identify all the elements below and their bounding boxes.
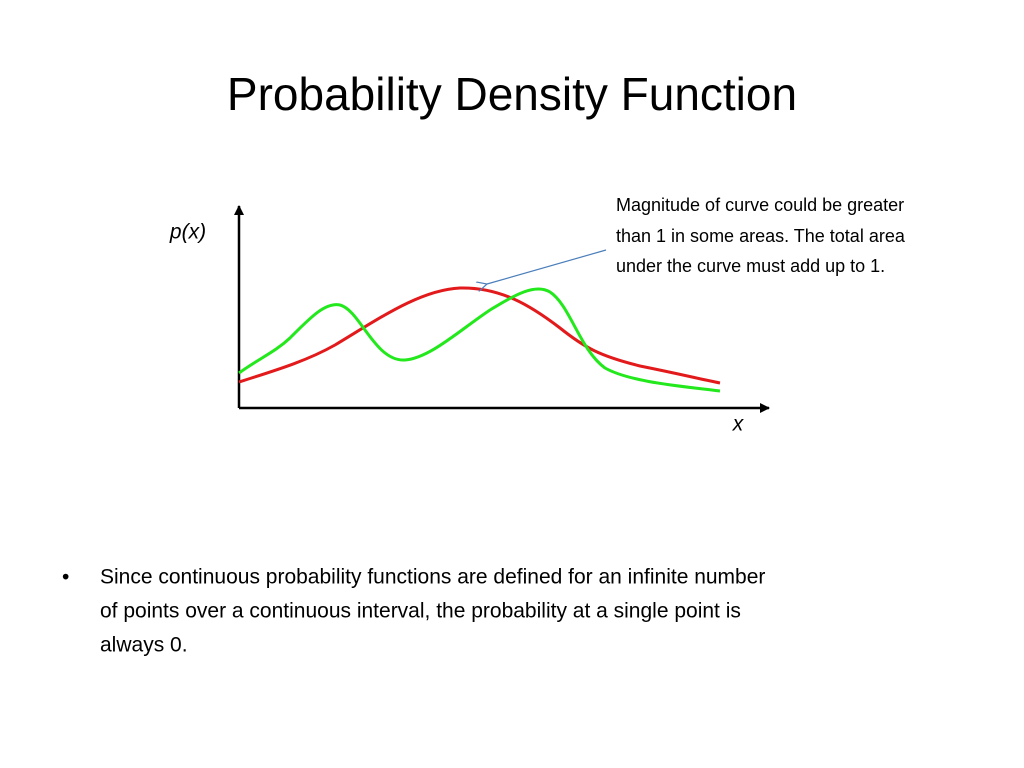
y-axis-label: p(x)	[169, 221, 206, 244]
annotation-line: under the curve must add up to 1.	[616, 256, 885, 276]
slide-title: Probability Density Function	[227, 68, 797, 120]
annotation-arrow	[487, 249, 607, 284]
red-curve	[238, 286, 721, 385]
bullet-line: Since continuous probability functions a…	[100, 566, 765, 589]
bullet-marker: •	[62, 566, 69, 589]
bullet-line: of points over a continuous interval, th…	[100, 600, 741, 623]
x-axis-label: x	[732, 413, 745, 436]
green-curve	[238, 287, 721, 393]
annotation-line: than 1 in some areas. The total area	[616, 226, 906, 246]
bullet-line: always 0.	[100, 634, 188, 657]
annotation-line: Magnitude of curve could be greater	[616, 195, 904, 215]
